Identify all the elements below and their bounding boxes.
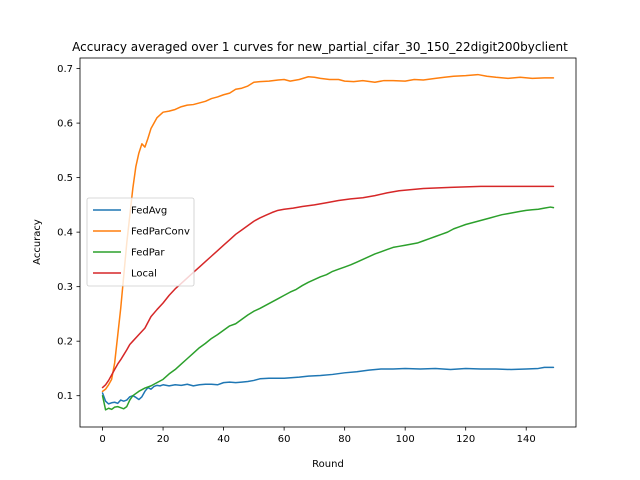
- chart-title: Accuracy averaged over 1 curves for new_…: [72, 40, 568, 54]
- series-line-fedparconv: [101, 73, 555, 393]
- x-tick-label: 40: [217, 434, 230, 445]
- y-tick-label: 0.6: [57, 119, 73, 130]
- legend-label-fedavg: FedAvg: [131, 206, 167, 217]
- series-line-fedpar: [101, 206, 555, 411]
- legend-label-fedpar: FedPar: [131, 248, 165, 259]
- y-tick-label: 0.3: [57, 282, 73, 293]
- x-axis-ticks: 0 20 40 60 80 100 120 140: [99, 427, 536, 445]
- plot-frame: [79, 57, 577, 428]
- x-tick-label: 100: [396, 434, 415, 445]
- x-tick-label: 80: [338, 434, 351, 445]
- legend-label-fedparconv: FedParConv: [131, 227, 190, 238]
- y-tick-label: 0.1: [57, 391, 73, 402]
- legend-box: [86, 197, 195, 287]
- y-axis-label: Accuracy: [32, 219, 43, 265]
- x-tick-label: 0: [99, 434, 105, 445]
- y-tick-label: 0.4: [57, 228, 73, 239]
- series-line-local: [101, 185, 555, 389]
- x-tick-label: 60: [278, 434, 291, 445]
- x-tick-label: 140: [517, 434, 536, 445]
- x-axis-label: Round: [312, 459, 344, 470]
- y-axis-ticks: 0.1 0.2 0.3 0.4 0.5 0.6 0.7: [57, 64, 80, 402]
- y-tick-label: 0.5: [57, 173, 73, 184]
- series-lines: [101, 73, 555, 411]
- legend: FedAvg FedParConv FedPar Local: [86, 197, 195, 287]
- legend-label-local: Local: [131, 269, 157, 280]
- y-tick-label: 0.7: [57, 64, 73, 75]
- x-tick-label: 20: [157, 434, 170, 445]
- x-tick-label: 120: [456, 434, 475, 445]
- y-tick-label: 0.2: [57, 337, 73, 348]
